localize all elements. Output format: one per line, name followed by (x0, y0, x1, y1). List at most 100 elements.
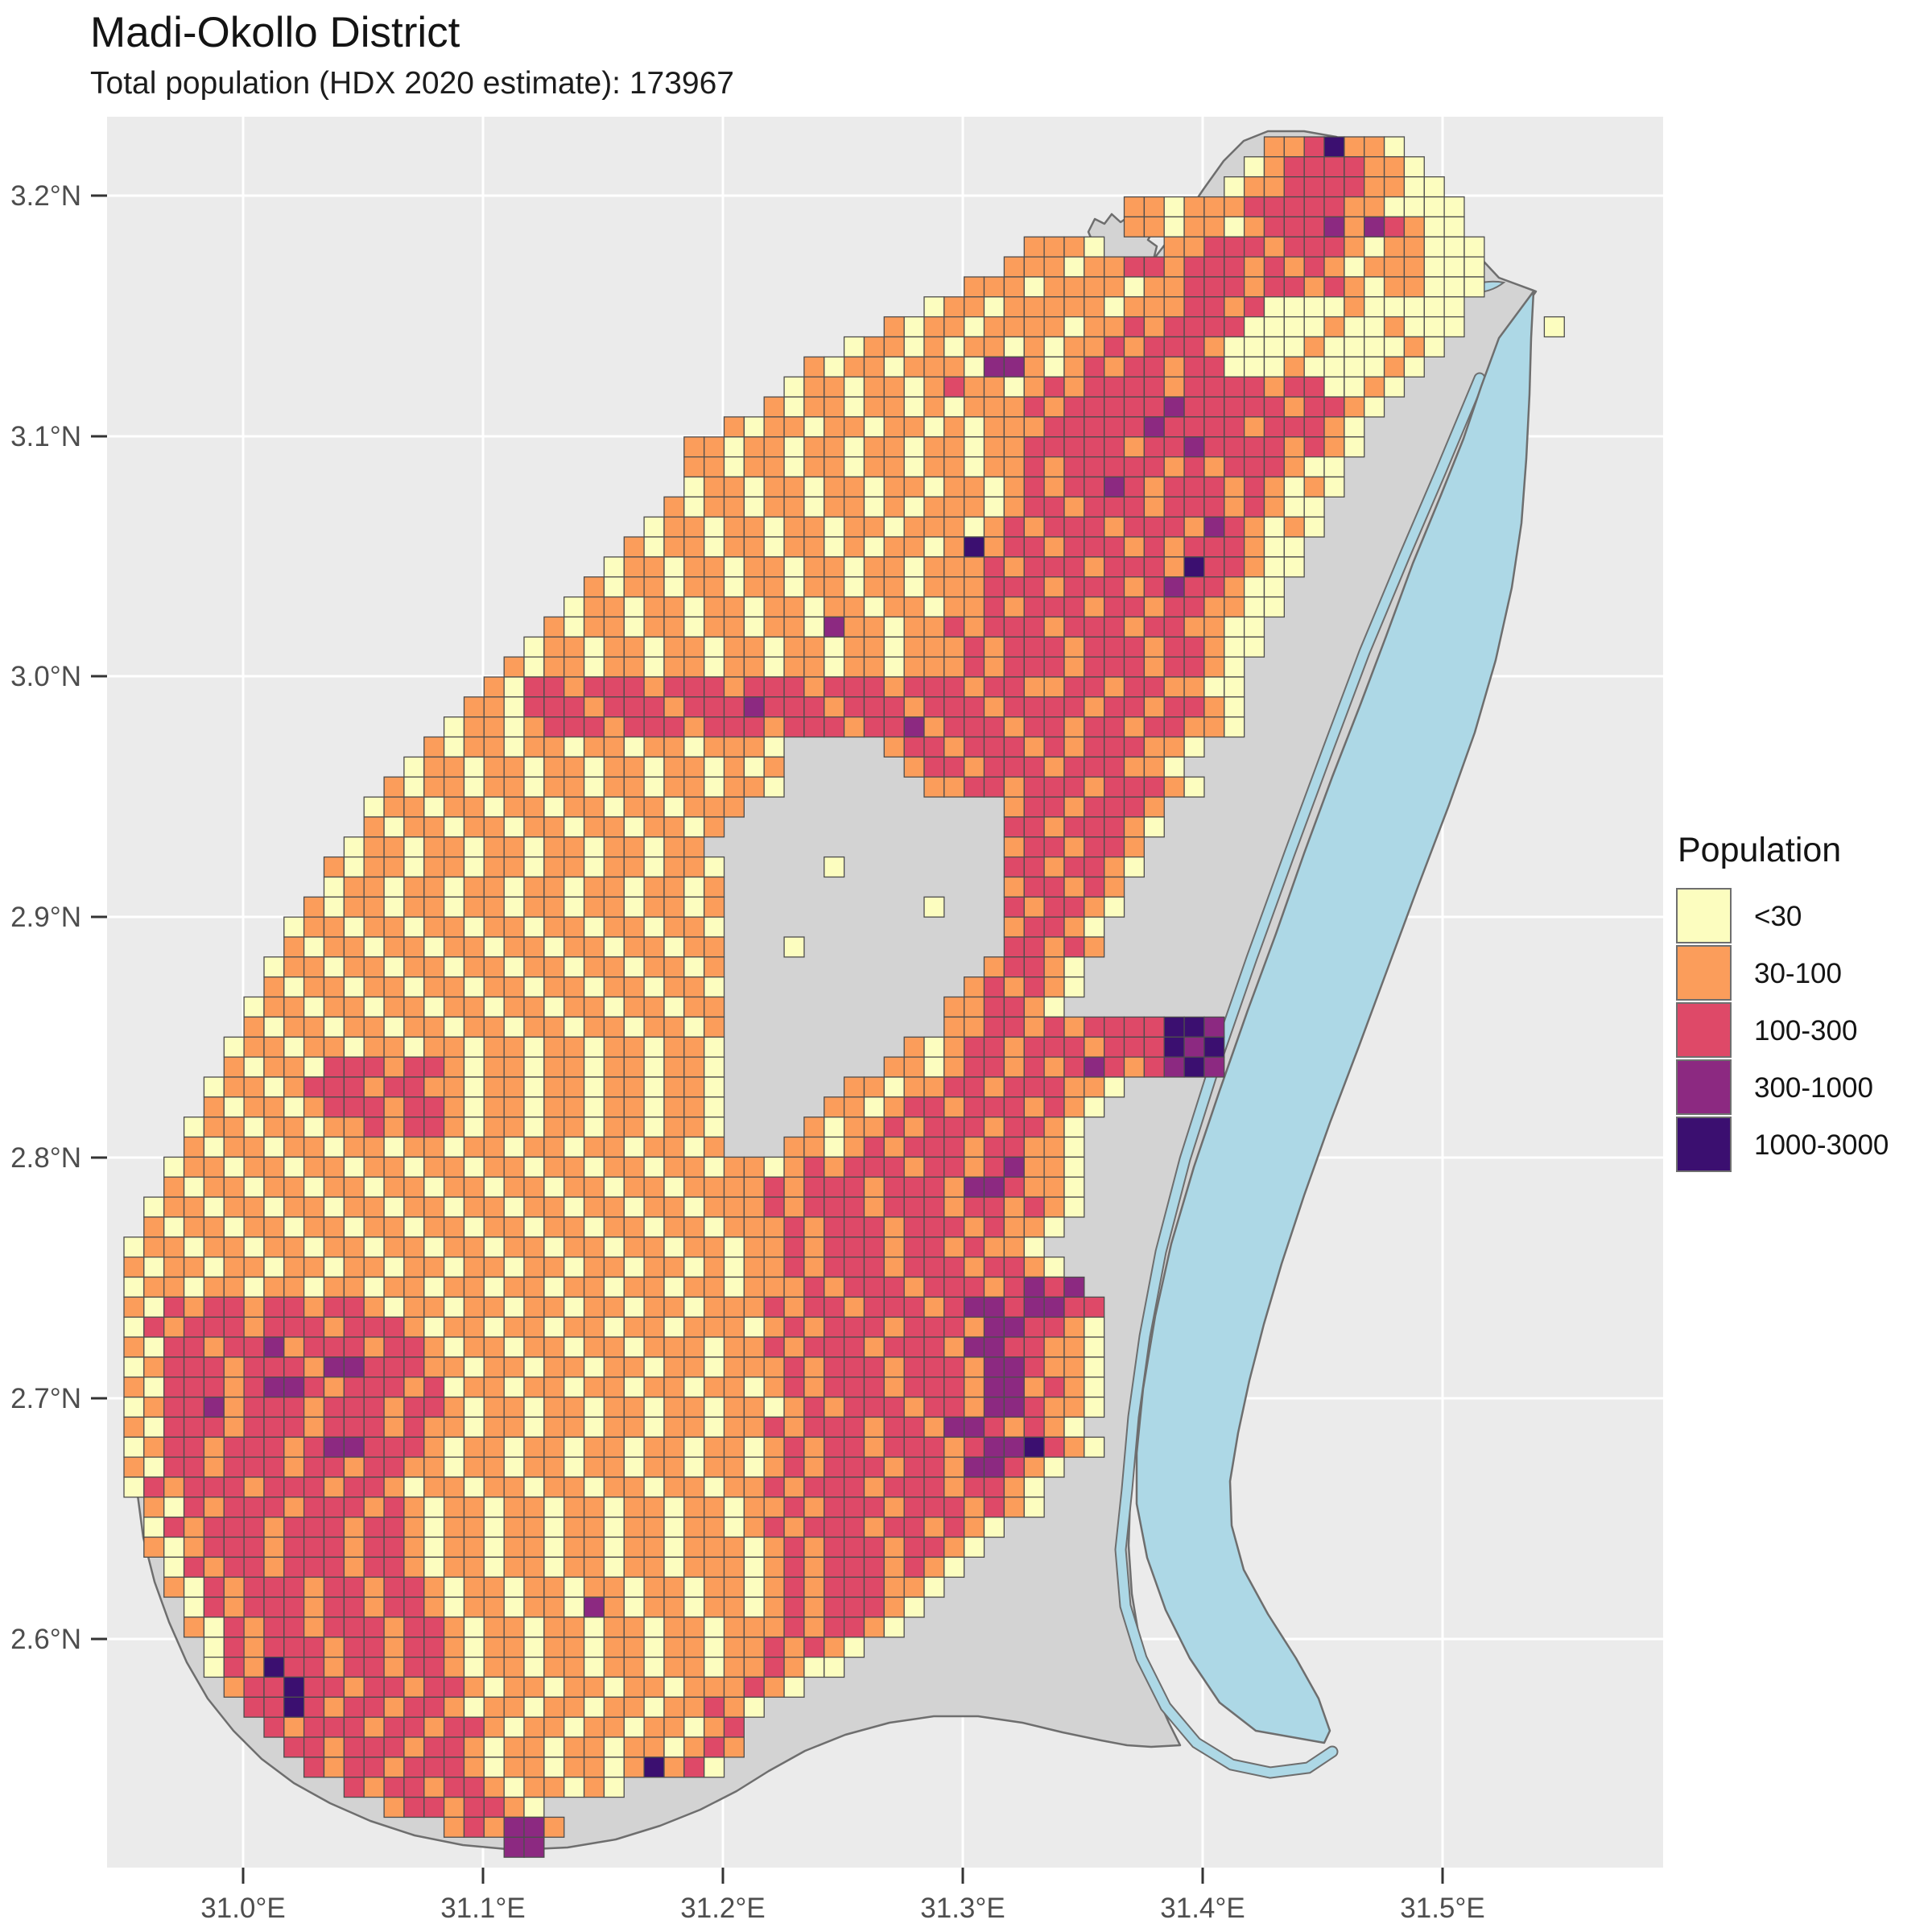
population-cell (643, 1456, 665, 1478)
population-cell (323, 976, 345, 998)
population-cell (503, 1836, 525, 1858)
population-cell (1224, 496, 1245, 518)
population-cell (203, 1456, 225, 1478)
population-cell (543, 836, 565, 858)
population-cell (564, 1536, 585, 1558)
population-cell (443, 1777, 465, 1798)
population-cell (683, 1377, 705, 1398)
population-cell (1003, 296, 1025, 318)
population-cell (564, 756, 585, 778)
population-cell (463, 816, 485, 838)
legend-label: 100-300 (1754, 1014, 1858, 1046)
population-cell (643, 1416, 665, 1438)
population-cell (1023, 1056, 1045, 1078)
population-cell (503, 1136, 525, 1158)
population-cell (303, 1637, 325, 1658)
population-cell (1104, 336, 1125, 358)
population-cell (683, 516, 705, 538)
population-cell (583, 1296, 605, 1318)
population-cell (583, 1356, 605, 1378)
population-cell (1183, 776, 1205, 798)
population-cell (564, 676, 585, 698)
population-cell (1364, 256, 1385, 278)
population-cell (623, 716, 645, 738)
population-cell (843, 1076, 865, 1098)
population-cell (243, 1316, 265, 1338)
population-cell (564, 1637, 585, 1658)
population-cell (704, 796, 725, 818)
population-cell (583, 656, 605, 678)
population-cell (483, 1296, 505, 1318)
population-cell (483, 1496, 505, 1518)
population-cell (203, 1476, 225, 1498)
population-cell (323, 1216, 345, 1238)
population-cell (843, 1637, 865, 1658)
population-cell (263, 1076, 285, 1098)
population-cell (583, 1117, 605, 1138)
population-cell (1003, 1296, 1025, 1318)
population-cell (603, 996, 625, 1018)
population-cell (683, 1576, 705, 1598)
population-cell (983, 476, 1005, 498)
population-cell (803, 356, 825, 378)
population-cell (1243, 636, 1265, 658)
population-cell (1084, 1096, 1105, 1118)
population-cell (564, 716, 585, 738)
population-cell (983, 1256, 1005, 1278)
population-cell (903, 756, 925, 778)
population-cell (163, 1476, 185, 1498)
population-cell (263, 1716, 285, 1738)
population-cell (704, 696, 725, 718)
population-cell (263, 1416, 285, 1438)
population-cell (1163, 356, 1185, 378)
population-cell (323, 856, 345, 878)
population-cell (1203, 456, 1225, 478)
population-cell (1123, 276, 1146, 298)
population-cell (1063, 1377, 1085, 1398)
population-cell (1143, 716, 1165, 738)
population-cell (964, 1076, 985, 1098)
population-cell (743, 1637, 765, 1658)
population-cell (543, 1416, 565, 1438)
population-cell (163, 1256, 185, 1278)
population-cell (1183, 436, 1205, 458)
population-cell (683, 596, 705, 618)
population-cell (503, 1517, 525, 1538)
population-cell (343, 1256, 365, 1278)
population-cell (383, 796, 405, 818)
population-cell (723, 796, 745, 818)
population-cell (763, 776, 785, 798)
population-cell (623, 616, 645, 638)
population-cell (243, 1117, 265, 1138)
population-cell (1003, 476, 1025, 498)
population-cell (363, 1536, 385, 1558)
population-cell (543, 1056, 565, 1078)
population-cell (843, 556, 865, 578)
population-cell (1183, 296, 1205, 318)
population-cell (843, 1377, 865, 1398)
population-cell (383, 1716, 405, 1738)
population-cell (643, 616, 665, 638)
population-cell (1023, 956, 1045, 978)
population-cell (883, 696, 905, 718)
population-cell (1023, 496, 1045, 518)
population-cell (423, 756, 445, 778)
population-cell (803, 1156, 825, 1178)
population-cell (883, 1296, 905, 1318)
population-cell (683, 616, 705, 638)
population-cell (1203, 336, 1225, 358)
population-cell (423, 1736, 445, 1758)
population-cell (163, 1296, 185, 1318)
population-cell (1163, 296, 1185, 318)
population-cell (704, 1556, 725, 1578)
population-cell (1063, 1076, 1085, 1098)
population-cell (603, 856, 625, 878)
population-cell (1043, 296, 1065, 318)
population-cell (123, 1396, 145, 1418)
population-cell (743, 1396, 765, 1418)
population-cell (663, 1196, 685, 1218)
population-cell (603, 1536, 625, 1558)
population-cell (423, 1276, 445, 1298)
population-cell (463, 1796, 485, 1818)
population-cell (683, 1536, 705, 1558)
